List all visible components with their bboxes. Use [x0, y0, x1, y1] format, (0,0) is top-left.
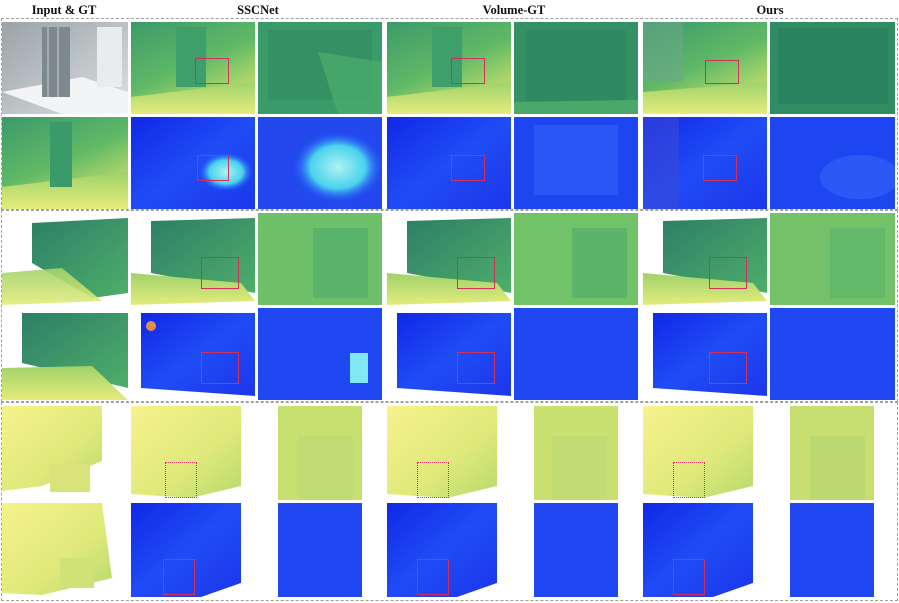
- scene3-ours-normal: [643, 503, 767, 597]
- scene3-volume-gt-normal: [387, 503, 511, 597]
- scene1-ours-depth-crop: [770, 22, 895, 114]
- scene1-gt-depth: [2, 117, 128, 209]
- scene1-ours-normal: [643, 117, 767, 209]
- header-ours: Ours: [756, 3, 784, 17]
- scene2-sscnet-depth: [131, 213, 255, 305]
- zoom-box: [165, 462, 197, 498]
- zoom-box: [673, 462, 705, 498]
- scene1-input-image: [2, 22, 128, 114]
- scene2-ours-depth-crop: [770, 213, 895, 305]
- scene2-volume-gt-depth-crop: [514, 213, 638, 305]
- scene1-volume-gt-normal-crop: [514, 117, 638, 209]
- scene3-ours-normal-crop: [790, 503, 874, 597]
- zoom-box: [417, 559, 449, 595]
- zoom-box: [195, 58, 229, 84]
- scene1-ours-depth: [643, 22, 767, 114]
- zoom-box: [201, 257, 239, 289]
- zoom-box: [457, 257, 495, 289]
- scene1-sscnet-normal: [131, 117, 255, 209]
- group-scene-2: [1, 210, 898, 402]
- zoom-box: [451, 58, 485, 84]
- scene2-gt-depth: [2, 308, 128, 400]
- scene3-volume-gt-depth: [387, 406, 511, 500]
- scene3-gt-depth: [2, 503, 128, 597]
- scene3-sscnet-depth-crop: [278, 406, 362, 500]
- scene2-sscnet-depth-crop: [258, 213, 382, 305]
- scene2-ours-normal-crop: [770, 308, 895, 400]
- scene3-sscnet-depth: [131, 406, 255, 500]
- header-volume-gt: Volume-GT: [482, 3, 546, 17]
- scene1-sscnet-depth: [131, 22, 255, 114]
- header-input-gt: Input & GT: [31, 3, 97, 17]
- zoom-box: [451, 155, 485, 181]
- scene2-ours-normal: [643, 308, 767, 400]
- zoom-box: [417, 462, 449, 498]
- scene2-volume-gt-normal-crop: [514, 308, 638, 400]
- scene3-volume-gt-depth-crop: [534, 406, 618, 500]
- zoom-box: [709, 352, 747, 384]
- scene3-sscnet-normal-crop: [278, 503, 362, 597]
- scene1-ours-normal-crop: [770, 117, 895, 209]
- scene2-ours-depth: [643, 213, 767, 305]
- scene1-sscnet-normal-crop: [258, 117, 382, 209]
- scene2-input-image: [2, 213, 128, 305]
- scene3-sscnet-normal: [131, 503, 255, 597]
- scene2-sscnet-normal: [131, 308, 255, 400]
- scene1-volume-gt-depth: [387, 22, 511, 114]
- scene3-ours-depth-crop: [790, 406, 874, 500]
- scene2-volume-gt-depth: [387, 213, 511, 305]
- scene1-sscnet-depth-crop: [258, 22, 382, 114]
- group-scene-3: [1, 402, 898, 601]
- zoom-box: [197, 155, 229, 181]
- scene3-ours-depth: [643, 406, 767, 500]
- zoom-box: [163, 559, 195, 595]
- scene3-volume-gt-normal-crop: [534, 503, 618, 597]
- zoom-box: [703, 155, 737, 181]
- group-scene-1: [1, 18, 898, 210]
- zoom-box: [709, 257, 747, 289]
- scene2-volume-gt-normal: [387, 308, 511, 400]
- scene3-input-image: [2, 406, 128, 500]
- zoom-box: [201, 352, 239, 384]
- header-sscnet: SSCNet: [237, 3, 279, 17]
- scene1-volume-gt-normal: [387, 117, 511, 209]
- zoom-box: [673, 559, 705, 595]
- zoom-box: [705, 60, 739, 84]
- scene2-sscnet-normal-crop: [258, 308, 382, 400]
- zoom-box: [457, 352, 495, 384]
- scene1-volume-gt-depth-crop: [514, 22, 638, 114]
